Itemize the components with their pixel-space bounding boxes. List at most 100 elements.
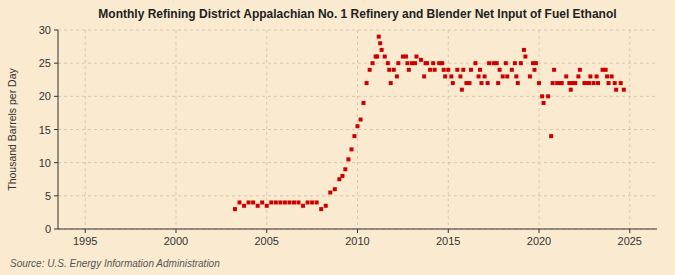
y-tick bbox=[54, 129, 58, 130]
point bbox=[576, 74, 580, 78]
point bbox=[233, 207, 237, 211]
point bbox=[419, 58, 423, 62]
point bbox=[396, 61, 400, 65]
grid-line bbox=[58, 129, 657, 130]
point bbox=[377, 35, 381, 39]
point bbox=[324, 204, 328, 208]
point bbox=[260, 200, 264, 204]
point bbox=[501, 74, 505, 78]
point bbox=[301, 204, 305, 208]
x-tick bbox=[85, 229, 86, 233]
point bbox=[540, 94, 544, 98]
point bbox=[622, 88, 626, 92]
point bbox=[413, 61, 417, 65]
title: Monthly Refining District Appalachian No… bbox=[98, 7, 616, 21]
point bbox=[587, 81, 591, 85]
point bbox=[604, 68, 608, 72]
point bbox=[487, 61, 491, 65]
y-tick bbox=[54, 30, 58, 31]
point bbox=[560, 81, 564, 85]
point bbox=[613, 81, 617, 85]
background bbox=[0, 0, 675, 275]
point bbox=[319, 207, 323, 211]
point bbox=[542, 101, 546, 105]
point bbox=[361, 101, 365, 105]
grid-line bbox=[357, 30, 358, 229]
point bbox=[269, 200, 273, 204]
x-tick-label: 2020 bbox=[527, 235, 551, 247]
point bbox=[495, 61, 499, 65]
y-tick bbox=[54, 195, 58, 196]
point bbox=[516, 81, 520, 85]
y-tick bbox=[54, 96, 58, 97]
point bbox=[340, 174, 344, 178]
point bbox=[473, 61, 477, 65]
y-tick-label: 15 bbox=[39, 124, 51, 136]
point bbox=[478, 68, 482, 72]
point bbox=[596, 81, 600, 85]
grid-line bbox=[58, 162, 657, 163]
y-tick bbox=[54, 229, 58, 230]
point bbox=[371, 61, 375, 65]
point bbox=[395, 74, 399, 78]
point bbox=[446, 68, 450, 72]
point bbox=[431, 61, 435, 65]
point bbox=[443, 74, 447, 78]
source-note: Source: U.S. Energy Information Administ… bbox=[10, 258, 220, 269]
point bbox=[619, 81, 623, 85]
grid-line bbox=[266, 30, 267, 229]
grid-line bbox=[58, 30, 657, 31]
x-tick bbox=[357, 229, 358, 233]
y-tick-label: 5 bbox=[45, 190, 51, 202]
y-tick bbox=[54, 162, 58, 163]
point bbox=[274, 200, 278, 204]
y-tick-label: 10 bbox=[39, 157, 51, 169]
y-axis-label: Thousand Barrels per Day bbox=[6, 67, 18, 190]
x-tick bbox=[539, 229, 540, 233]
point bbox=[405, 61, 409, 65]
point bbox=[496, 81, 500, 85]
x-tick bbox=[448, 229, 449, 233]
point bbox=[292, 200, 296, 204]
point bbox=[477, 74, 481, 78]
point bbox=[514, 74, 518, 78]
point bbox=[546, 94, 550, 98]
point bbox=[614, 88, 618, 92]
point bbox=[573, 81, 577, 85]
point bbox=[442, 68, 446, 72]
grid-line bbox=[58, 195, 657, 196]
point bbox=[483, 74, 487, 78]
point bbox=[498, 68, 502, 72]
point bbox=[328, 191, 332, 195]
point bbox=[610, 74, 614, 78]
point bbox=[365, 81, 369, 85]
point bbox=[440, 61, 444, 65]
point bbox=[564, 74, 568, 78]
point bbox=[532, 68, 536, 72]
point bbox=[510, 68, 514, 72]
point bbox=[451, 81, 455, 85]
point bbox=[433, 68, 437, 72]
point bbox=[414, 55, 418, 59]
point bbox=[404, 55, 408, 59]
point bbox=[297, 200, 301, 204]
point bbox=[479, 81, 483, 85]
point bbox=[333, 187, 337, 191]
point bbox=[392, 68, 396, 72]
point bbox=[513, 61, 517, 65]
chart: 1995200020052010201520202025051015202530… bbox=[0, 0, 675, 275]
point bbox=[460, 88, 464, 92]
x-tick-label: 1995 bbox=[73, 235, 97, 247]
point bbox=[469, 68, 473, 72]
point bbox=[578, 68, 582, 72]
point bbox=[343, 167, 347, 171]
point bbox=[389, 81, 393, 85]
point bbox=[242, 204, 246, 208]
point bbox=[238, 200, 242, 204]
point bbox=[251, 200, 255, 204]
axes: 1995200020052010201520202025051015202530 bbox=[39, 24, 657, 247]
point bbox=[551, 81, 555, 85]
point bbox=[350, 147, 354, 151]
point bbox=[310, 200, 314, 204]
grid-line bbox=[58, 96, 657, 97]
